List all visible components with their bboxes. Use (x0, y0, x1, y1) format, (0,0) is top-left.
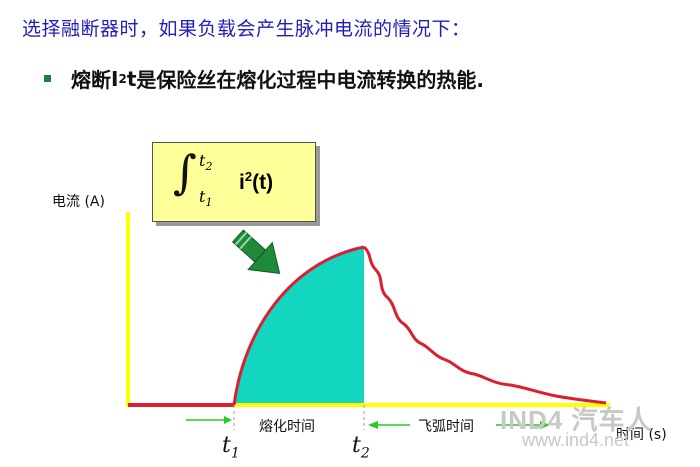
x-axis-label: 时间 (s) (616, 427, 667, 443)
integrand: i2(t) (239, 169, 274, 194)
upper-limit: t2 (199, 151, 213, 174)
melting-energy-area (234, 247, 364, 405)
integral-sign: ∫ (173, 145, 197, 199)
integral-formula-box: ∫ t2 t1 i2(t) (152, 142, 316, 222)
arcing-interval-arrow (368, 421, 550, 429)
arcing-time-label: 飞弧时间 (418, 419, 474, 435)
y-axis-label: 电流 (A) (52, 194, 105, 210)
energy-pointer-arrow-icon (231, 229, 281, 275)
page-heading: 选择融断器时，如果负载会产生脉冲电流的情况下： (22, 18, 471, 40)
watermark-url: www.ind4.net (522, 430, 630, 450)
bullet-prefix: 熔断 (71, 68, 111, 92)
melting-time-label: 熔化时间 (259, 419, 315, 435)
bullet-square-icon (44, 75, 51, 82)
bullet-power: 2 (118, 71, 127, 86)
watermark-logo: IND4 汽车人 www.ind4.net (500, 400, 653, 450)
bullet-symbol: I (111, 66, 119, 91)
lower-limit: t1 (199, 187, 213, 210)
bullet-point: 熔断 I 2 t 是保险丝在熔化过程中电流转换的热能. (44, 64, 484, 93)
melting-current-curve (232, 245, 365, 406)
melting-start-arrow (186, 416, 232, 424)
bullet-var: t (126, 66, 137, 91)
bullet-suffix: 是保险丝在熔化过程中电流转换的热能. (136, 68, 484, 92)
t1-label: t1 (222, 433, 240, 462)
arcing-current-curve (362, 245, 607, 405)
t2-label: t2 (352, 433, 370, 462)
watermark-brand: IND4 汽车人 (500, 405, 653, 435)
